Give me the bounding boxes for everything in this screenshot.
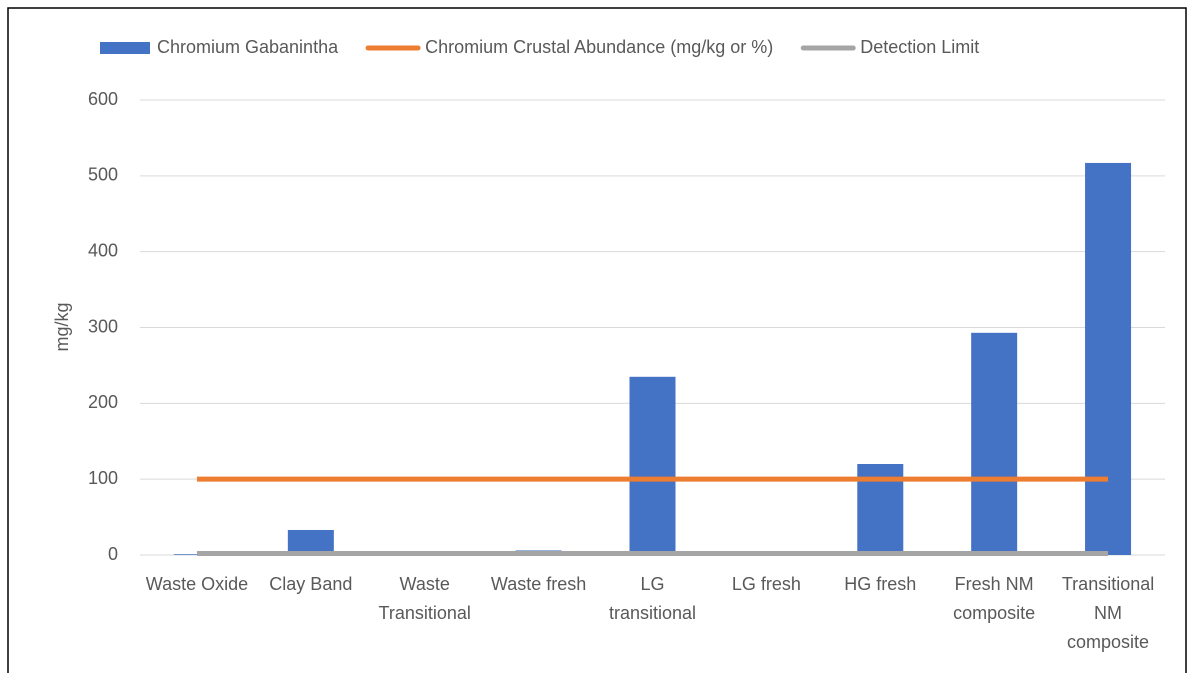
bar [287, 529, 334, 555]
bar [1085, 162, 1132, 556]
x-tick-label: LG transitional [608, 574, 697, 623]
legend-label: Chromium Gabanintha [157, 37, 339, 57]
x-tick-label: Waste Transitional [378, 574, 471, 623]
y-axis-label: mg/kg [52, 302, 72, 351]
legend-label: Chromium Crustal Abundance (mg/kg or %) [425, 37, 773, 57]
x-tick-label: HG fresh [844, 574, 917, 594]
x-tick-label: Waste fresh [490, 574, 587, 594]
y-tick-label: 500 [88, 165, 118, 185]
bar [629, 376, 676, 555]
x-tick-label: LG fresh [731, 574, 801, 594]
frame [7, 7, 1187, 673]
y-tick-label: 400 [88, 240, 118, 260]
y-tick-label: 0 [108, 544, 118, 564]
y-tick-label: 200 [88, 392, 118, 412]
x-tick-label: Transitional NM composite [1061, 574, 1155, 652]
legend-swatch [100, 42, 150, 54]
bar [971, 332, 1018, 555]
y-tick-label: 300 [88, 316, 118, 336]
y-tick-label: 600 [88, 89, 118, 109]
legend-label: Detection Limit [860, 37, 979, 57]
y-tick-label: 100 [88, 468, 118, 488]
x-tick-label: Clay Band [269, 574, 353, 594]
x-tick-label: Fresh NM composite [953, 574, 1036, 623]
x-tick-label: Waste Oxide [145, 574, 249, 594]
